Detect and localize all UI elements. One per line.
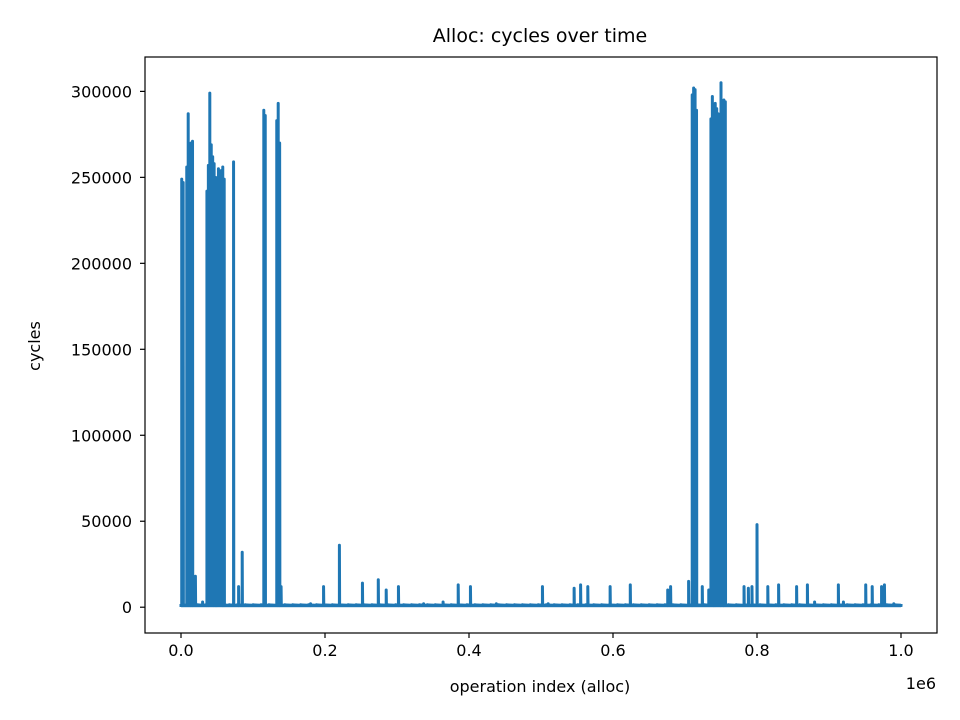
x-tick-label-0: 0.0 (168, 641, 193, 660)
y-tick-label-4: 200000 (71, 254, 132, 273)
series-baseline-band-0 (181, 603, 901, 608)
plot-area (179, 81, 903, 608)
axes: 0.0 0.2 0.4 0.6 0.8 1.0 0 50000 100000 150000 2000… (71, 56, 938, 660)
x-tick-label-2: 0.4 (456, 641, 481, 660)
x-tick-label-1: 0.2 (312, 641, 337, 660)
y-tick-label-6: 300000 (71, 82, 132, 101)
y-tick-label-0: 0 (122, 598, 132, 617)
y-tick-label-5: 250000 (71, 168, 132, 187)
x-tick-label-3: 0.6 (600, 641, 625, 660)
y-axis-title: cycles (25, 321, 44, 371)
x-axis-offset-label: 1e6 (906, 674, 936, 693)
y-tick-label-1: 50000 (81, 512, 132, 531)
axes-frame (144, 56, 938, 634)
y-tick-label-3: 150000 (71, 340, 132, 359)
chart-title: Alloc: cycles over time (433, 25, 647, 47)
y-tick-label-2: 100000 (71, 426, 132, 445)
x-tick-label-5: 1.0 (888, 641, 913, 660)
x-axis-title: operation index (alloc) (450, 677, 631, 696)
x-tick-label-4: 0.8 (744, 641, 769, 660)
